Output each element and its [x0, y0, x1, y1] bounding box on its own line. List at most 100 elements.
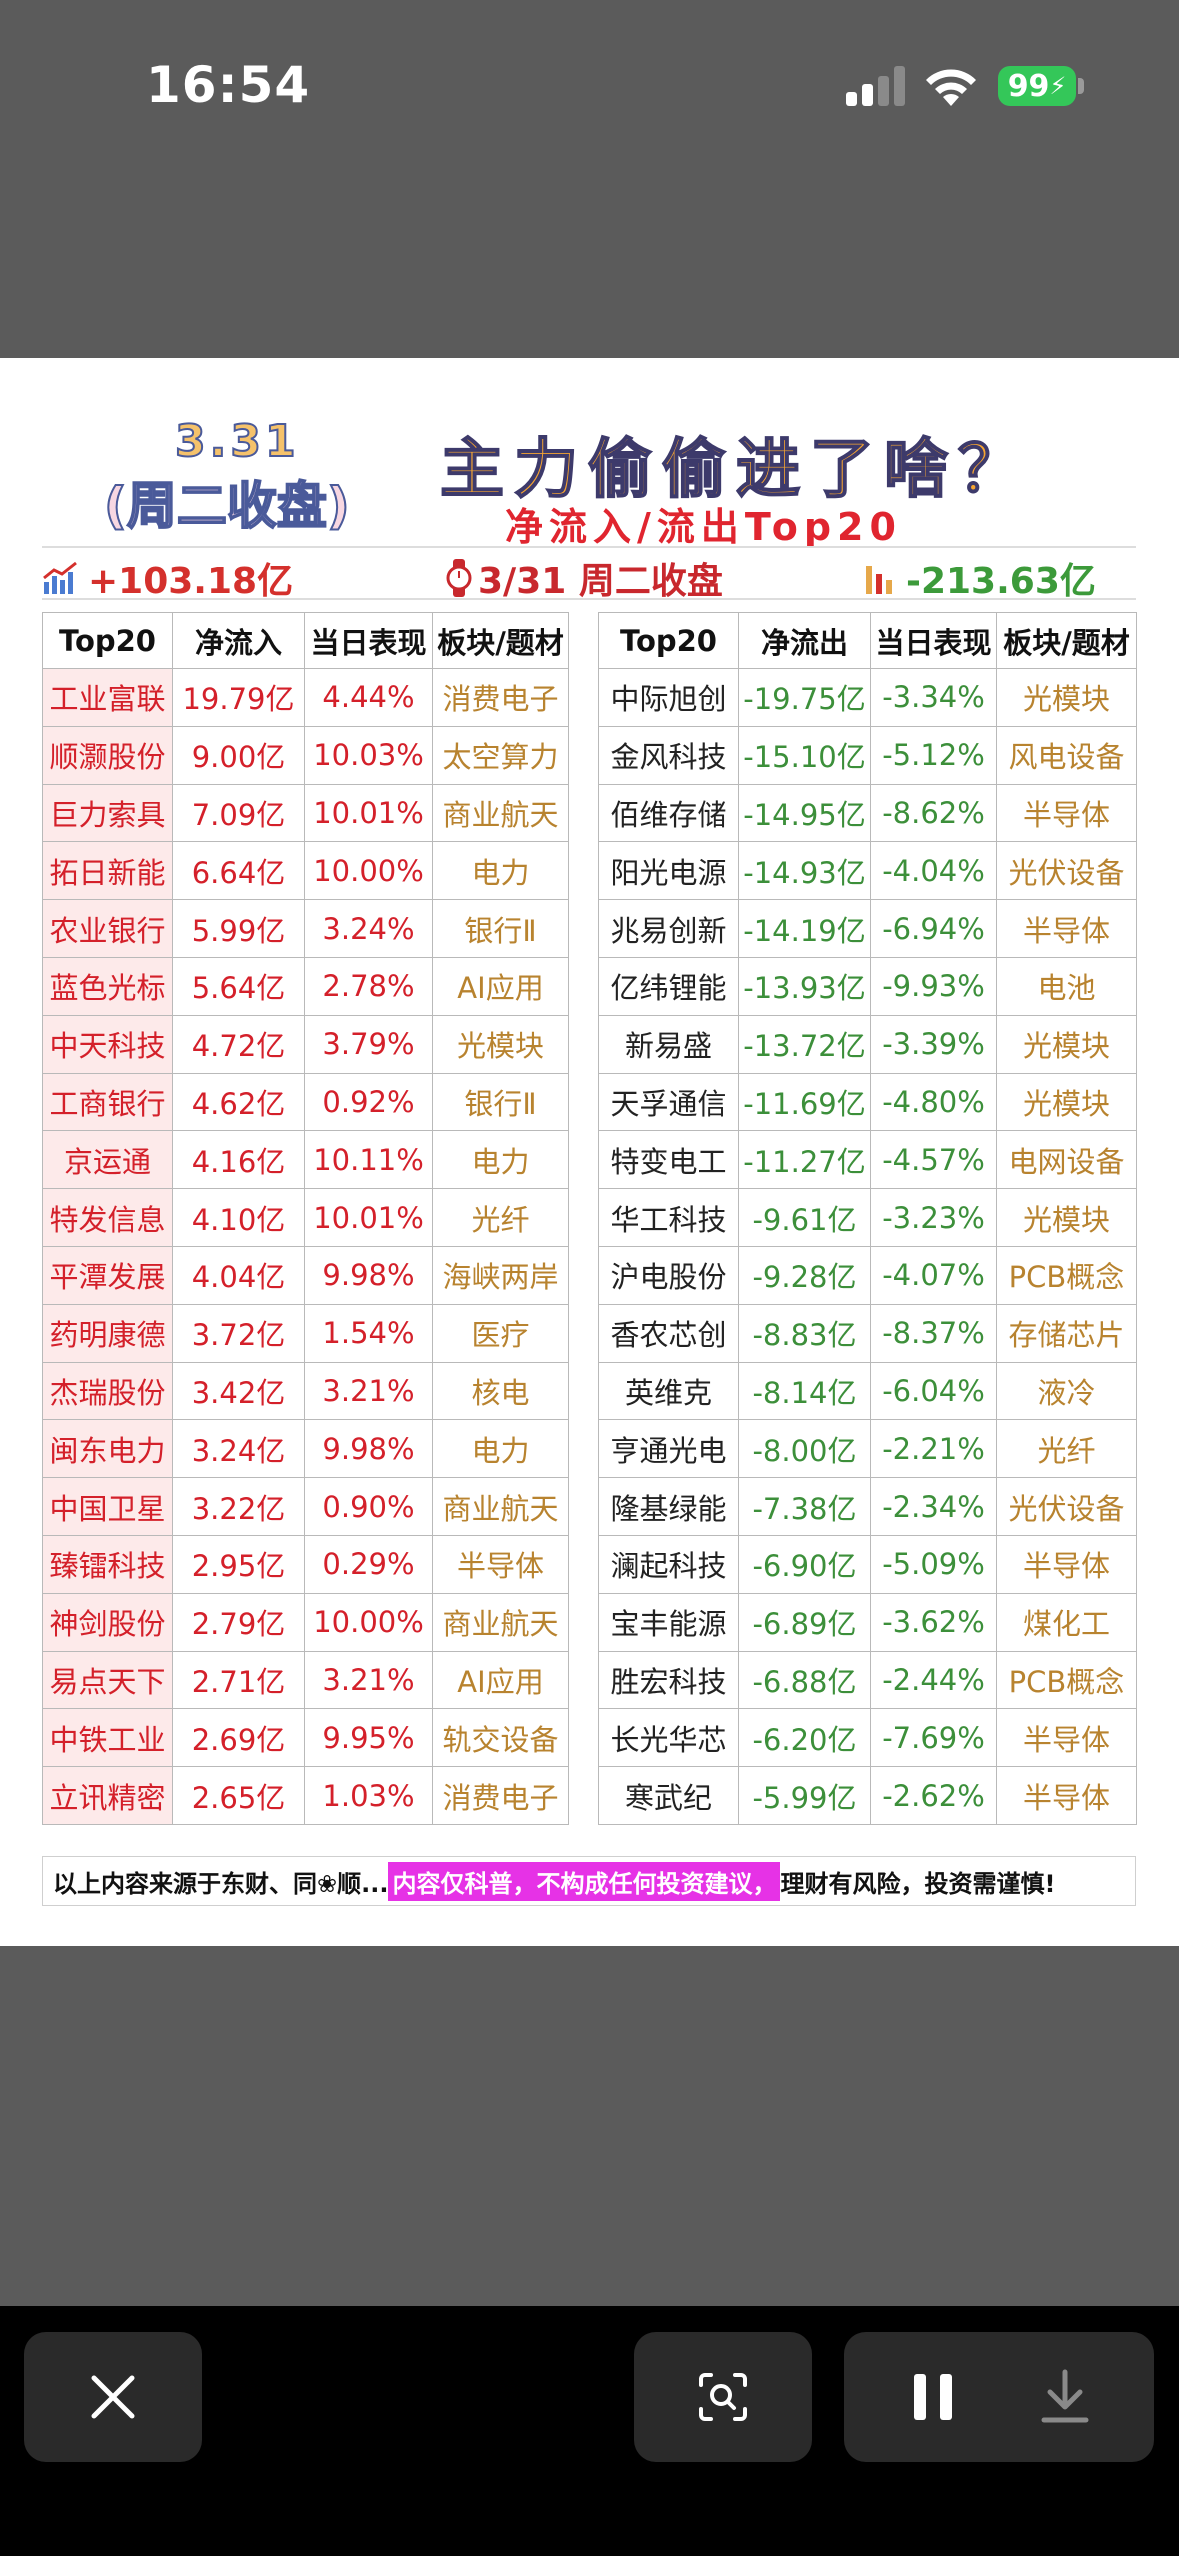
sector-cell: 光纤	[432, 1188, 569, 1247]
stock-name-cell: 京运通	[42, 1130, 173, 1190]
daily-change-cell: -6.04%	[870, 1361, 997, 1421]
stock-name-cell: 沪电股份	[598, 1245, 739, 1305]
daily-change-cell: -5.12%	[870, 725, 997, 785]
daily-change-cell: 3.79%	[304, 1014, 433, 1074]
inflow-table-row: 立讯精密 2.65亿 1.03% 消费电子	[42, 1766, 569, 1825]
net-flow-cell: 2.71亿	[172, 1650, 305, 1710]
net-flow-cell: -5.99亿	[738, 1766, 871, 1825]
outflow-table-row: 香农芯创 -8.83亿 -8.37% 存储芯片	[598, 1303, 1137, 1363]
outflow-table-row: 长光华芯 -6.20亿 -7.69% 半导体	[598, 1708, 1137, 1768]
daily-change-cell: 10.00%	[304, 841, 433, 901]
header-day: (周二收盘)	[103, 476, 351, 536]
net-flow-cell: 4.16亿	[172, 1130, 305, 1190]
net-flow-cell: -9.28亿	[738, 1245, 871, 1305]
wifi-icon	[926, 69, 976, 106]
net-flow-cell: -8.00亿	[738, 1419, 871, 1479]
daily-change-cell: 3.21%	[304, 1361, 433, 1421]
inflow-header-cell: 净流入	[172, 612, 305, 669]
net-flow-cell: -14.95亿	[738, 783, 871, 843]
outflow-table-row: 沪电股份 -9.28亿 -4.07% PCB概念	[598, 1245, 1137, 1305]
sector-cell: 银行Ⅱ	[432, 899, 569, 958]
net-flow-cell: -9.61亿	[738, 1188, 871, 1247]
stock-name-cell: 药明康德	[42, 1303, 173, 1363]
inflow-table-row: 中铁工业 2.69亿 9.95% 轨交设备	[42, 1708, 569, 1768]
net-flow-cell: -7.38亿	[738, 1477, 871, 1536]
sector-cell: 电力	[432, 1419, 569, 1479]
inflow-table-row: 药明康德 3.72亿 1.54% 医疗	[42, 1303, 569, 1363]
stock-name-cell: 中际旭创	[598, 668, 739, 727]
sector-cell: 光模块	[996, 1072, 1137, 1132]
sector-cell: 半导体	[996, 899, 1137, 958]
stock-name-cell: 特变电工	[598, 1130, 739, 1190]
media-controls	[844, 2332, 1154, 2462]
stock-name-cell: 工商银行	[42, 1072, 173, 1132]
outflow-table-row: 新易盛 -13.72亿 -3.39% 光模块	[598, 1014, 1137, 1074]
sector-cell: 医疗	[432, 1303, 569, 1363]
close-icon	[91, 2375, 135, 2419]
net-flow-cell: 2.69亿	[172, 1708, 305, 1768]
sector-cell: 半导体	[996, 1534, 1137, 1594]
outflow-table-row: 中际旭创 -19.75亿 -3.34% 光模块	[598, 668, 1137, 727]
inflow-table-row: 蓝色光标 5.64亿 2.78% AI应用	[42, 956, 569, 1016]
visual-lookup-button[interactable]	[634, 2332, 812, 2462]
daily-change-cell: 1.03%	[304, 1766, 433, 1825]
inflow-table-row: 中国卫星 3.22亿 0.90% 商业航天	[42, 1477, 569, 1536]
inflow-table-row: 拓日新能 6.64亿 10.00% 电力	[42, 841, 569, 901]
daily-change-cell: 3.24%	[304, 899, 433, 958]
daily-change-cell: 0.92%	[304, 1072, 433, 1132]
stock-name-cell: 宝丰能源	[598, 1592, 739, 1652]
outflow-table-row: 特变电工 -11.27亿 -4.57% 电网设备	[598, 1130, 1137, 1190]
inflow-table-row: 闽东电力 3.24亿 9.98% 电力	[42, 1419, 569, 1479]
sector-cell: 太空算力	[432, 725, 569, 785]
net-flow-cell: 9.00亿	[172, 725, 305, 785]
net-flow-cell: 4.04亿	[172, 1245, 305, 1305]
daily-change-cell: -7.69%	[870, 1708, 997, 1768]
sector-cell: 商业航天	[432, 783, 569, 843]
stock-name-cell: 顺灏股份	[42, 725, 173, 785]
inflow-table-row: 农业银行 5.99亿 3.24% 银行Ⅱ	[42, 899, 569, 958]
inflow-header-cell: 当日表现	[304, 612, 433, 669]
inflow-table-row: 巨力索具 7.09亿 10.01% 商业航天	[42, 783, 569, 843]
net-flow-cell: 3.42亿	[172, 1361, 305, 1421]
sector-cell: AI应用	[432, 956, 569, 1016]
pause-icon[interactable]	[914, 2374, 954, 2420]
sector-cell: 半导体	[996, 783, 1137, 843]
net-flow-cell: -8.14亿	[738, 1361, 871, 1421]
net-flow-cell: 5.64亿	[172, 956, 305, 1016]
header-date: 3.31	[174, 415, 300, 468]
sector-cell: 电力	[432, 841, 569, 901]
download-icon[interactable]	[1040, 2368, 1090, 2424]
outflow-header-cell: 板块/题材	[996, 612, 1137, 669]
inflow-table-row: 易点天下 2.71亿 3.21% AI应用	[42, 1650, 569, 1710]
chart-up-icon	[43, 561, 77, 594]
daily-change-cell: -6.94%	[870, 899, 997, 958]
signal-icon	[846, 66, 906, 106]
sector-cell: AI应用	[432, 1650, 569, 1710]
sector-cell: 半导体	[432, 1534, 569, 1594]
daily-change-cell: 10.01%	[304, 783, 433, 843]
inflow-total-value: +103.18亿	[88, 561, 294, 602]
sector-cell: 银行Ⅱ	[432, 1072, 569, 1132]
daily-change-cell: 10.00%	[304, 1592, 433, 1652]
net-flow-cell: 3.72亿	[172, 1303, 305, 1363]
sector-cell: 光纤	[996, 1419, 1137, 1479]
net-flow-cell: -8.83亿	[738, 1303, 871, 1363]
daily-change-cell: -3.39%	[870, 1014, 997, 1074]
daily-change-cell: 0.29%	[304, 1534, 433, 1594]
sector-cell: PCB概念	[996, 1245, 1137, 1305]
outflow-table-row: 兆易创新 -14.19亿 -6.94% 半导体	[598, 899, 1137, 958]
net-flow-cell: 4.62亿	[172, 1072, 305, 1132]
stock-name-cell: 中铁工业	[42, 1708, 173, 1768]
stock-name-cell: 工业富联	[42, 668, 173, 727]
stock-name-cell: 特发信息	[42, 1188, 173, 1247]
sector-cell: 半导体	[996, 1766, 1137, 1825]
close-button[interactable]	[24, 2332, 202, 2462]
header-subtitle: 净流入/流出Top20	[505, 505, 902, 549]
net-flow-cell: 4.10亿	[172, 1188, 305, 1247]
net-flow-cell: -13.93亿	[738, 956, 871, 1016]
daily-change-cell: -4.04%	[870, 841, 997, 901]
daily-change-cell: -4.80%	[870, 1072, 997, 1132]
stock-name-cell: 新易盛	[598, 1014, 739, 1074]
net-flow-cell: 5.99亿	[172, 899, 305, 958]
net-flow-cell: -14.93亿	[738, 841, 871, 901]
